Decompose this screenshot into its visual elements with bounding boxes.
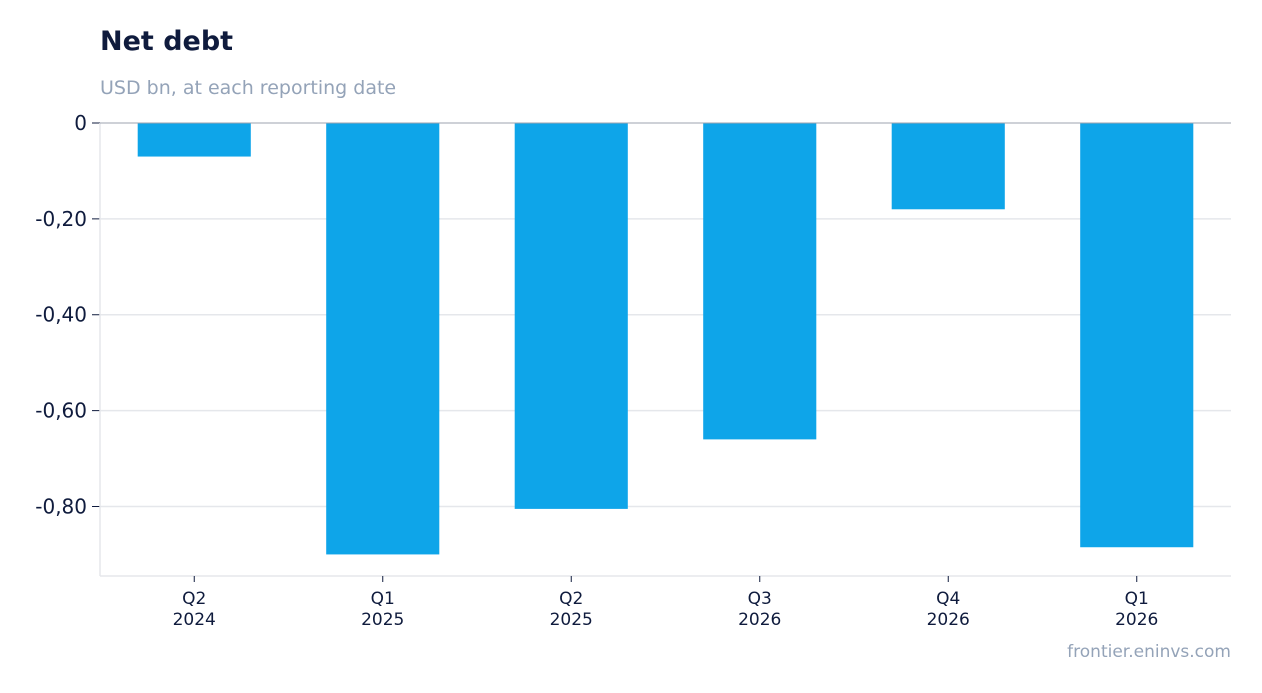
source-credit: frontier.eninvs.com xyxy=(1067,642,1231,662)
y-tick-label: -0,20 xyxy=(35,207,87,231)
bar xyxy=(891,123,1005,210)
x-tick-label-year: 2026 xyxy=(738,610,781,630)
bar xyxy=(514,123,628,509)
x-tick-label-quarter: Q4 xyxy=(936,589,960,609)
tick-labels: 0-0,20-0,40-0,60-0,80Q22024Q12025Q22025Q… xyxy=(35,111,1158,630)
x-tick-label-quarter: Q1 xyxy=(1125,589,1149,609)
x-tick-label-quarter: Q3 xyxy=(748,589,772,609)
x-tick-label-quarter: Q1 xyxy=(371,589,395,609)
axes xyxy=(92,122,1231,582)
bars xyxy=(137,123,1194,555)
y-tick-label: -0,40 xyxy=(35,303,87,327)
bar xyxy=(137,123,251,157)
chart-subtitle: USD bn, at each reporting date xyxy=(100,77,397,99)
y-tick-label: -0,60 xyxy=(35,399,87,423)
x-tick-label-year: 2026 xyxy=(927,610,970,630)
gridlines xyxy=(100,218,1231,508)
bar xyxy=(1080,123,1194,548)
x-tick-label-year: 2025 xyxy=(550,610,593,630)
bar xyxy=(326,123,440,555)
y-tick-label: -0,80 xyxy=(35,494,87,518)
chart-title: Net debt xyxy=(100,26,234,57)
x-tick-label-quarter: Q2 xyxy=(559,589,583,609)
x-tick-label-year: 2026 xyxy=(1115,610,1158,630)
x-tick-label-quarter: Q2 xyxy=(182,589,206,609)
x-tick-label-year: 2024 xyxy=(173,610,216,630)
y-tick-label: 0 xyxy=(74,111,87,135)
bar xyxy=(703,123,817,440)
x-tick-label-year: 2025 xyxy=(361,610,404,630)
